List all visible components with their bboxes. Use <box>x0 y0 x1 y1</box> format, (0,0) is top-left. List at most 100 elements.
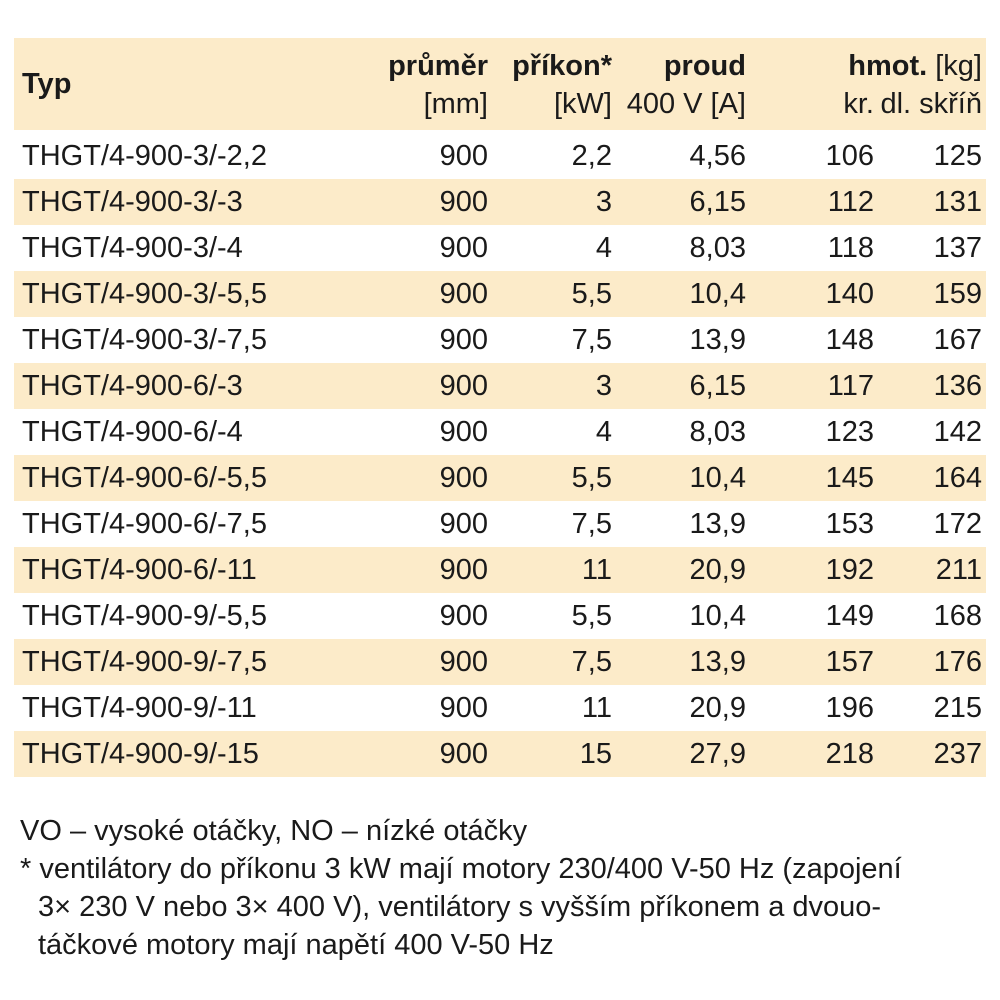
cell-proud: 20,9 <box>689 692 746 724</box>
cell-typ: THGT/4-900-9/-5,5 <box>22 600 267 632</box>
cell-proud: 13,9 <box>689 324 746 356</box>
header-kr-cell: kr. <box>750 38 878 130</box>
header-typ: Typ <box>22 68 72 100</box>
cell-prumer: 900 <box>439 324 488 356</box>
cell-typ: THGT/4-900-3/-2,2 <box>22 140 267 172</box>
header-prumer: průměr <box>388 50 488 82</box>
cell-prikon: 5,5 <box>571 278 612 310</box>
cell-typ: THGT/4-900-6/-4 <box>22 416 243 448</box>
cell-prumer: 900 <box>439 370 488 402</box>
cell-prikon: 5,5 <box>571 600 612 632</box>
cell-proud: 8,03 <box>689 232 746 264</box>
cell-typ: THGT/4-900-3/-3 <box>22 186 243 218</box>
cell-typ: THGT/4-900-6/-3 <box>22 370 243 402</box>
header-prikon-cell: příkon* [kW] <box>492 38 616 130</box>
cell-prumer: 900 <box>439 140 488 172</box>
header-proud-cell: proud 400 V [A] <box>616 38 750 130</box>
note-footnote-line-3: táčkové motory mají napětí 400 V-50 Hz <box>38 929 554 961</box>
header-prumer-unit: [mm] <box>423 88 488 120</box>
cell-typ: THGT/4-900-9/-11 <box>22 692 257 724</box>
cell-hmot-kr: 112 <box>827 186 874 218</box>
header-prikon-unit: [kW] <box>554 88 612 120</box>
header-typ-cell: Typ <box>14 38 364 130</box>
cell-hmot-dl: 172 <box>933 508 982 540</box>
cell-hmot-dl: 142 <box>933 416 982 448</box>
cell-hmot-dl: 164 <box>933 462 982 494</box>
table-row: THGT/4-900-3/-4 900 4 8,03 118 137 <box>14 225 986 271</box>
cell-typ: THGT/4-900-9/-15 <box>22 738 259 770</box>
cell-hmot-dl: 137 <box>933 232 982 264</box>
table-row: THGT/4-900-6/-11 900 11 20,9 192 211 <box>14 547 986 593</box>
cell-prumer: 900 <box>439 416 488 448</box>
header-dl-cell: hmot. [kg] dl. skříň <box>848 38 986 130</box>
header-proud-unit: 400 V [A] <box>626 88 746 120</box>
table-row: THGT/4-900-6/-3 900 3 6,15 117 136 <box>14 363 986 409</box>
cell-prikon: 4 <box>595 232 612 264</box>
cell-prikon: 15 <box>579 738 612 770</box>
cell-typ: THGT/4-900-6/-5,5 <box>22 462 267 494</box>
cell-proud: 10,4 <box>689 278 746 310</box>
cell-prumer: 900 <box>439 738 488 770</box>
header-prumer-cell: průměr [mm] <box>364 38 492 130</box>
header-kr: kr. <box>843 88 874 120</box>
cell-hmot-dl: 159 <box>933 278 982 310</box>
cell-hmot-dl: 176 <box>933 646 982 678</box>
cell-prikon: 11 <box>581 692 612 724</box>
cell-typ: THGT/4-900-3/-5,5 <box>22 278 267 310</box>
cell-prikon: 2,2 <box>571 140 612 172</box>
header-proud: proud <box>663 50 746 82</box>
cell-prumer: 900 <box>439 462 488 494</box>
table-row: THGT/4-900-9/-11 900 11 20,9 196 215 <box>14 685 986 731</box>
header-dl: dl. skříň <box>880 88 982 120</box>
cell-hmot-dl: 136 <box>933 370 982 402</box>
cell-typ: THGT/4-900-3/-4 <box>22 232 243 264</box>
cell-hmot-dl: 211 <box>935 554 982 586</box>
cell-hmot-kr: 145 <box>825 462 874 494</box>
note-footnote-line-2: 3× 230 V nebo 3× 400 V), ventilátory s v… <box>38 891 882 923</box>
header-hmot-label: hmot. <box>848 50 928 82</box>
cell-hmot-kr: 117 <box>827 370 874 402</box>
header-hmot: hmot. [kg] <box>848 50 982 83</box>
table-row: THGT/4-900-6/-7,5 900 7,5 13,9 153 172 <box>14 501 986 547</box>
cell-proud: 8,03 <box>689 416 746 448</box>
table-row: THGT/4-900-6/-4 900 4 8,03 123 142 <box>14 409 986 455</box>
cell-proud: 6,15 <box>689 186 746 218</box>
cell-prumer: 900 <box>439 508 488 540</box>
cell-prikon: 5,5 <box>571 462 612 494</box>
cell-prikon: 4 <box>595 416 612 448</box>
cell-hmot-kr: 118 <box>827 232 874 264</box>
cell-prikon: 7,5 <box>571 508 612 540</box>
table-row: THGT/4-900-6/-5,5 900 5,5 10,4 145 164 <box>14 455 986 501</box>
table-row: THGT/4-900-3/-5,5 900 5,5 10,4 140 159 <box>14 271 986 317</box>
cell-proud: 20,9 <box>689 554 746 586</box>
cell-prumer: 900 <box>439 232 488 264</box>
cell-hmot-kr: 218 <box>825 738 874 770</box>
cell-prumer: 900 <box>439 278 488 310</box>
cell-prumer: 900 <box>439 600 488 632</box>
cell-hmot-kr: 106 <box>825 140 874 172</box>
cell-proud: 10,4 <box>689 462 746 494</box>
cell-prumer: 900 <box>439 692 488 724</box>
cell-hmot-dl: 168 <box>933 600 982 632</box>
table-row: THGT/4-900-3/-7,5 900 7,5 13,9 148 167 <box>14 317 986 363</box>
cell-hmot-kr: 148 <box>825 324 874 356</box>
cell-proud: 4,56 <box>689 140 746 172</box>
cell-prumer: 900 <box>439 186 488 218</box>
table-row: THGT/4-900-9/-15 900 15 27,9 218 237 <box>14 731 986 777</box>
cell-prikon: 7,5 <box>571 646 612 678</box>
header-hmot-unit: [kg] <box>935 50 982 82</box>
cell-hmot-dl: 237 <box>933 738 982 770</box>
cell-hmot-kr: 192 <box>825 554 874 586</box>
cell-hmot-dl: 215 <box>933 692 982 724</box>
cell-prikon: 7,5 <box>571 324 612 356</box>
cell-typ: THGT/4-900-6/-7,5 <box>22 508 267 540</box>
cell-hmot-kr: 140 <box>825 278 874 310</box>
cell-hmot-dl: 131 <box>933 186 982 218</box>
cell-hmot-kr: 153 <box>825 508 874 540</box>
note-footnote-line-1: * ventilátory do příkonu 3 kW mají motor… <box>20 853 902 885</box>
cell-prikon: 11 <box>581 554 612 586</box>
cell-hmot-kr: 157 <box>825 646 874 678</box>
cell-typ: THGT/4-900-3/-7,5 <box>22 324 267 356</box>
table-body: THGT/4-900-3/-2,2 900 2,2 4,56 106 125 THGT/4-… <box>14 133 986 777</box>
cell-hmot-kr: 149 <box>825 600 874 632</box>
